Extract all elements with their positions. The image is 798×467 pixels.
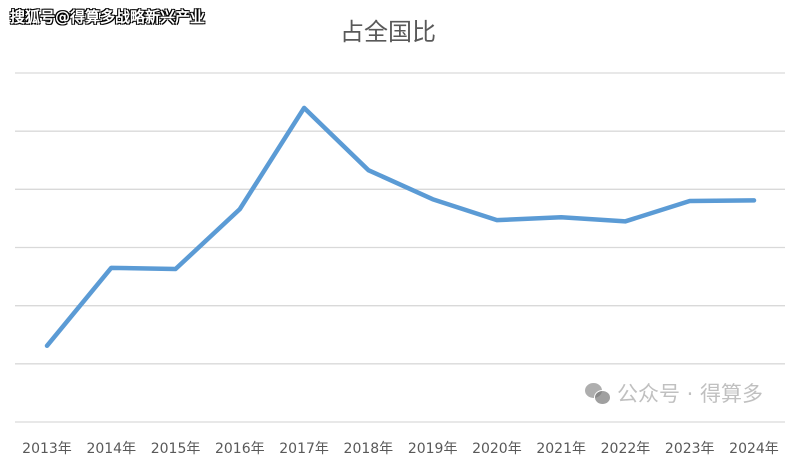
watermark-bottom-text: 公众号 · 得算多	[617, 382, 764, 406]
x-tick-label: 2024年	[729, 441, 779, 457]
x-tick-label: 2019年	[408, 441, 458, 457]
watermark-bottom: 公众号 · 得算多	[585, 381, 763, 407]
wechat-icon	[585, 383, 611, 405]
x-tick-label: 2021年	[536, 441, 586, 457]
x-tick-label: 2022年	[601, 441, 651, 457]
watermark-top: 搜狐号@得算多战略新兴产业	[10, 8, 206, 26]
x-tick-label: 2015年	[151, 441, 201, 457]
x-tick-label: 2017年	[279, 441, 329, 457]
chart-title: 占全国比	[340, 18, 436, 46]
x-tick-label: 2023年	[665, 441, 715, 457]
x-tick-label: 2018年	[344, 441, 394, 457]
x-tick-label: 2013年	[22, 441, 72, 457]
x-tick-label: 2014年	[86, 441, 136, 457]
x-tick-label: 2020年	[472, 441, 522, 457]
series-line	[44, 105, 757, 349]
x-tick-label: 2016年	[215, 441, 265, 457]
